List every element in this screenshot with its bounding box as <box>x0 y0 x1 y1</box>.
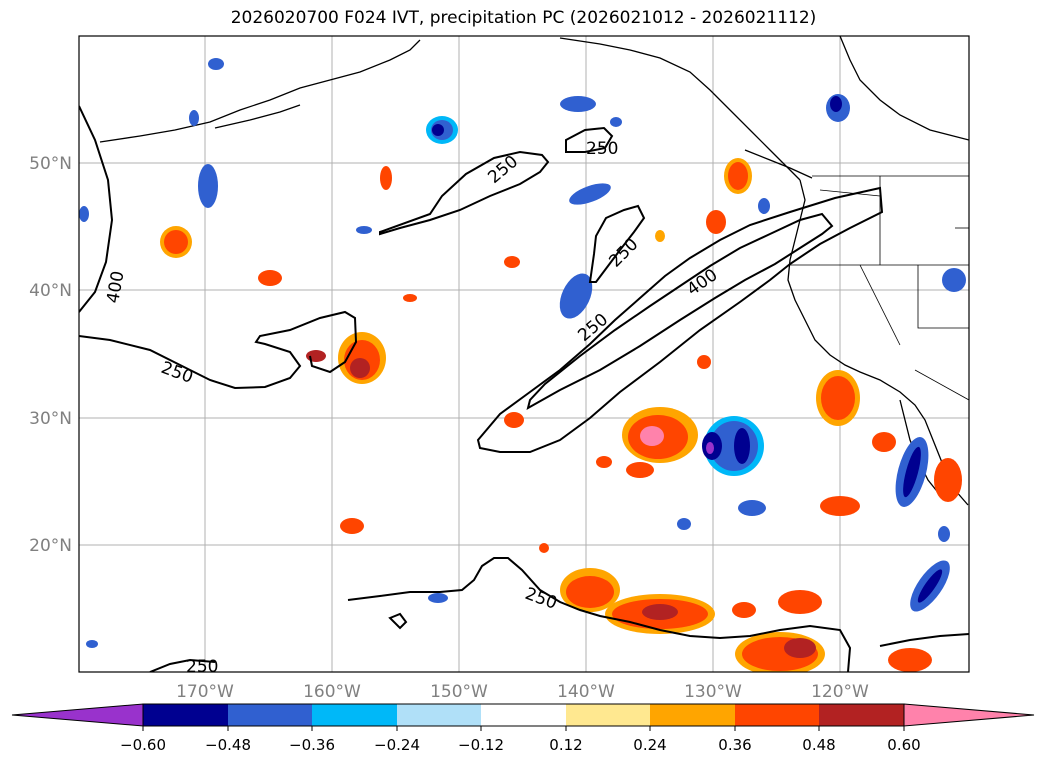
colorbar-segment <box>650 704 735 726</box>
colorbar-segment <box>735 704 819 726</box>
lon-label-150w: 150°W <box>430 682 488 702</box>
colorbar-extend-low <box>11 703 144 727</box>
colorbar-tick-label: −0.48 <box>205 736 251 754</box>
positive-precip-patches <box>160 158 962 672</box>
lat-label-20n: 20°N <box>29 536 72 556</box>
colorbar-tick-label: 0.24 <box>633 736 666 754</box>
colorbar: −0.60 −0.48 −0.36 −0.24 −0.12 0.12 0.24 … <box>11 703 1035 754</box>
lon-label-120w: 120°W <box>811 682 869 702</box>
colorbar-segment <box>228 704 312 726</box>
lat-label-50n: 50°N <box>29 154 72 174</box>
colorbar-segment <box>397 704 481 726</box>
plot-frame <box>78 35 970 673</box>
map-title: 2026020700 F024 IVT, precipitation PC (2… <box>230 8 817 28</box>
coastlines <box>99 36 969 506</box>
colorbar-tick-label: −0.12 <box>458 736 504 754</box>
lon-label-170w: 170°W <box>176 682 234 702</box>
colorbar-tick-label: 0.48 <box>802 736 835 754</box>
colorbar-segment <box>312 704 397 726</box>
lat-label-30n: 30°N <box>29 409 72 429</box>
colorbar-tick-label: −0.24 <box>374 736 420 754</box>
political-boundaries <box>790 175 969 401</box>
negative-precip-patches <box>79 58 966 648</box>
contour-label-250-g: 250 <box>186 657 218 677</box>
colorbar-extend-high <box>903 703 1035 727</box>
lon-label-160w: 160°W <box>303 682 361 702</box>
colorbar-frame <box>142 703 905 727</box>
contour-label-250-a: 250 <box>586 139 618 159</box>
colorbar-tick-label: 0.12 <box>549 736 582 754</box>
colorbar-segment <box>819 704 904 726</box>
colorbar-segment <box>143 704 228 726</box>
latitude-labels: 50°N 40°N 30°N 20°N <box>29 154 72 556</box>
colorbar-tick-marks <box>142 726 905 731</box>
gridlines <box>79 36 969 672</box>
lon-label-140w: 140°W <box>557 682 615 702</box>
lat-label-40n: 40°N <box>29 281 72 301</box>
longitude-labels: 170°W 160°W 150°W 140°W 130°W 120°W <box>176 682 869 702</box>
colorbar-tick-label: −0.36 <box>289 736 335 754</box>
ivt-contours <box>79 105 969 672</box>
plot-area <box>79 36 969 672</box>
colorbar-segment <box>481 704 566 726</box>
colorbar-tick-label: 0.36 <box>718 736 751 754</box>
colorbar-tick-label: 0.60 <box>887 736 920 754</box>
colorbar-segment <box>566 704 650 726</box>
lon-label-130w: 130°W <box>684 682 742 702</box>
colorbar-tick-label: −0.60 <box>120 736 166 754</box>
